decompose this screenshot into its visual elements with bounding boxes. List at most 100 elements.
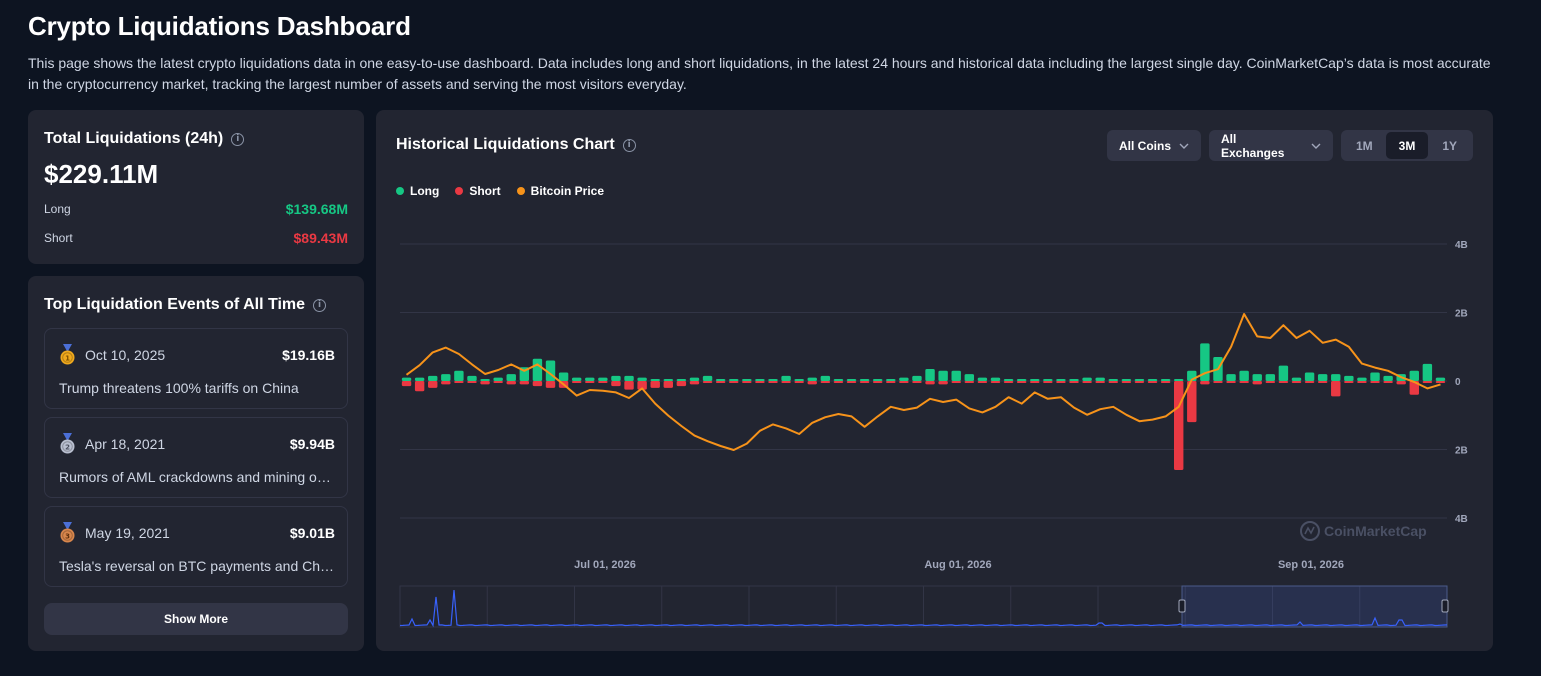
long-bar: [1108, 379, 1118, 381]
short-bar: [781, 381, 791, 383]
short-bar: [428, 381, 438, 388]
short-row: Short $89.43M: [44, 230, 348, 246]
x-tick-label: Jul 01, 2026: [574, 559, 636, 571]
x-axis-labels: Jul 01, 2026 Aug 01, 2026 Sep 01, 2026: [574, 559, 1344, 571]
long-bar: [1239, 370, 1249, 381]
page-title: Crypto Liquidations Dashboard: [28, 11, 411, 41]
event-item[interactable]: 3 May 19, 2021 $9.01B Tesla's reversal o…: [44, 506, 348, 587]
show-more-button[interactable]: Show More: [44, 603, 348, 635]
short-bar: [912, 381, 922, 383]
short-bar: [441, 381, 451, 385]
short-value: $89.43M: [293, 230, 348, 246]
svg-text:2: 2: [65, 444, 70, 452]
long-bar: [1291, 377, 1302, 381]
long-bar: [1265, 374, 1276, 381]
short-bar: [650, 381, 660, 388]
long-bar: [598, 377, 608, 381]
short-bar: [768, 381, 778, 383]
short-bar: [1200, 381, 1210, 385]
historical-chart-card: Historical Liquidations Chart i All Coin…: [376, 110, 1493, 651]
legend-short-label: Short: [469, 184, 501, 198]
watermark-text: CoinMarketCap: [1324, 523, 1427, 539]
long-bar: [1226, 374, 1236, 381]
short-bar: [702, 381, 713, 383]
y-tick-label: 2B: [1455, 309, 1468, 320]
long-bar: [702, 375, 713, 381]
short-bar: [480, 381, 490, 385]
long-bar: [742, 379, 752, 381]
short-bar: [742, 381, 752, 383]
long-bar: [1304, 372, 1315, 381]
long-bar: [1252, 374, 1262, 381]
long-bar: [1331, 374, 1341, 381]
event-item[interactable]: 2 Apr 18, 2021 $9.94B Rumors of AML crac…: [44, 417, 348, 498]
short-bar: [1396, 381, 1406, 385]
long-bar: [624, 375, 634, 381]
coin-filter-dropdown[interactable]: All Coins: [1107, 130, 1201, 161]
long-label: Long: [44, 202, 71, 216]
event-amount: $9.01B: [289, 525, 335, 541]
event-item[interactable]: 1 Oct 10, 2025 $19.16B Trump threatens 1…: [44, 328, 348, 409]
long-bar: [964, 374, 975, 381]
navigator-series: [399, 589, 1448, 628]
long-bar: [558, 372, 569, 381]
short-bar: [1409, 381, 1419, 395]
chart-legend: Long Short Bitcoin Price: [396, 184, 604, 198]
chevron-down-icon: [1179, 143, 1189, 149]
range-navigator[interactable]: [399, 585, 1449, 628]
short-bar: [846, 381, 857, 383]
liquidations-chart[interactable]: 4B 2B 0 2B 4B CoinMarketCap Jul 01, 2026 Aug …: [376, 110, 1493, 651]
short-bar: [755, 381, 765, 383]
svg-text:1: 1: [65, 355, 70, 363]
total-liquidations-value: $229.11M: [44, 159, 159, 189]
short-bar: [859, 381, 870, 383]
info-icon[interactable]: i: [313, 298, 327, 312]
event-description: Trump threatens 100% tariffs on China: [59, 380, 299, 396]
short-bar: [532, 381, 543, 387]
short-bar: [1278, 381, 1289, 383]
long-bar: [1134, 379, 1145, 381]
short-bar: [1213, 381, 1223, 383]
long-bar: [637, 377, 647, 381]
exchange-filter-dropdown[interactable]: All Exchanges: [1209, 130, 1333, 161]
long-bar: [1082, 377, 1092, 381]
top-events-card: Top Liquidation Events of All Time i 1 O…: [28, 276, 364, 651]
exchange-filter-label: All Exchanges: [1221, 131, 1285, 160]
event-date: May 19, 2021: [85, 525, 170, 541]
long-bar: [912, 375, 922, 381]
top-events-title: Top Liquidation Events of All Time: [44, 296, 306, 313]
short-bar: [1344, 381, 1354, 383]
medal-icon: 1: [60, 344, 75, 365]
info-icon[interactable]: i: [231, 132, 245, 146]
short-bar: [1134, 381, 1145, 383]
long-bar: [1317, 374, 1328, 381]
range-3m-button[interactable]: 3M: [1385, 132, 1429, 159]
y-tick-label: 2B: [1455, 446, 1468, 457]
long-bar: [1173, 379, 1184, 381]
short-bar: [729, 381, 739, 383]
info-icon[interactable]: i: [622, 138, 636, 152]
legend-short[interactable]: Short: [455, 184, 501, 198]
long-bar: [1383, 375, 1393, 381]
range-1y-button[interactable]: 1Y: [1442, 138, 1458, 153]
legend-long[interactable]: Long: [396, 184, 439, 198]
short-bar: [1317, 381, 1328, 383]
short-bar: [1095, 381, 1105, 383]
short-bar: [1160, 381, 1171, 383]
long-bar: [1435, 377, 1446, 381]
legend-bitcoin-price[interactable]: Bitcoin Price: [516, 184, 605, 198]
short-bar: [938, 381, 948, 385]
range-1m-button[interactable]: 1M: [1356, 138, 1373, 153]
short-bar: [1331, 381, 1341, 397]
short-bar: [1357, 381, 1367, 383]
long-bar: [1069, 379, 1079, 381]
long-bar: [480, 379, 490, 381]
short-bar: [886, 381, 896, 383]
long-bar: [833, 379, 844, 381]
long-bar: [1160, 379, 1171, 381]
legend-bitcoin-price-label: Bitcoin Price: [530, 184, 605, 198]
long-bar: [1422, 363, 1433, 381]
short-bar: [506, 381, 516, 385]
short-bar: [519, 381, 530, 385]
navigator-handle-right: [1441, 599, 1449, 613]
